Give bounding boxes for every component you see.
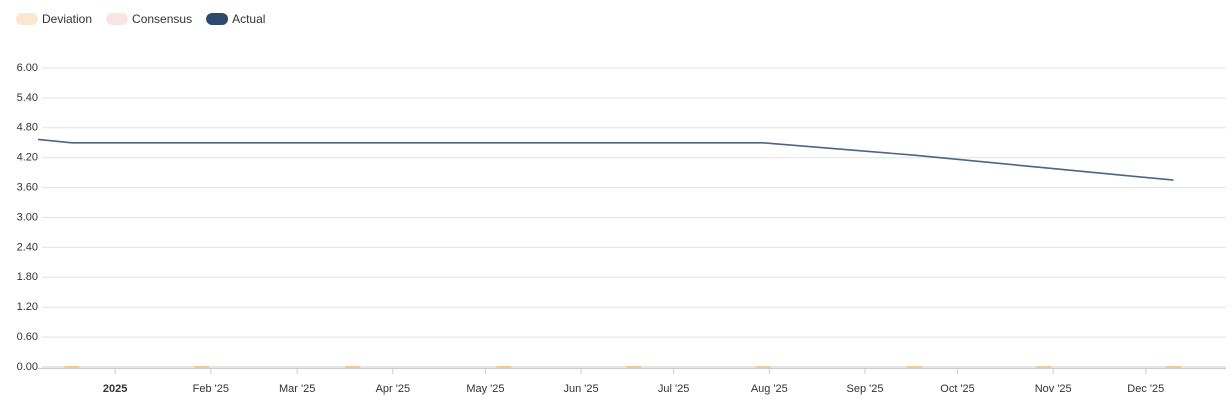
y-tick-label: 5.40 bbox=[17, 92, 38, 104]
legend: Deviation Consensus Actual bbox=[16, 12, 265, 26]
y-tick-label: 2.40 bbox=[17, 241, 38, 253]
y-tick-label: 1.80 bbox=[17, 271, 38, 283]
axes: 0.00 0.60 1.20 1.80 2.40 3.00 3.60 4.20 4.80 5.40… bbox=[17, 62, 1226, 395]
x-tick-label: Dec '25 bbox=[1127, 383, 1164, 395]
x-tick-label: Nov '25 bbox=[1035, 383, 1072, 395]
x-tick-label: Sep '25 bbox=[846, 383, 883, 395]
grid bbox=[42, 67, 1226, 368]
series-line bbox=[38, 138, 1174, 181]
deviation-bar bbox=[344, 366, 361, 368]
x-tick-label: May '25 bbox=[466, 383, 504, 395]
x-tick-label: 2025 bbox=[103, 383, 127, 395]
x-tick-label: Aug '25 bbox=[751, 383, 788, 395]
legend-swatch[interactable] bbox=[206, 13, 229, 25]
x-tick-label: Apr '25 bbox=[376, 383, 411, 395]
deviation-bar bbox=[193, 366, 210, 368]
x-tick-label: Feb '25 bbox=[193, 383, 229, 395]
deviation-bar bbox=[625, 366, 642, 368]
y-tick-label: 6.00 bbox=[17, 62, 38, 74]
y-tick-label: 4.80 bbox=[17, 122, 38, 134]
plot-area bbox=[38, 138, 1182, 368]
y-tick-label: 1.20 bbox=[17, 301, 38, 313]
y-tick-label: 0.00 bbox=[17, 361, 38, 373]
legend-swatch[interactable] bbox=[16, 13, 38, 25]
x-tick-label: Jul '25 bbox=[658, 383, 689, 395]
deviation-bar bbox=[63, 366, 80, 368]
legend-label[interactable]: Consensus bbox=[132, 12, 192, 26]
legend-label[interactable]: Deviation bbox=[42, 12, 92, 26]
y-tick-label: 0.60 bbox=[17, 331, 38, 343]
y-tick-label: 3.60 bbox=[17, 182, 38, 194]
legend-swatch[interactable] bbox=[106, 13, 129, 25]
y-tick-label: 4.20 bbox=[17, 152, 38, 164]
x-tick-label: Mar '25 bbox=[279, 383, 315, 395]
deviation-bar bbox=[495, 366, 512, 368]
x-tick-label: Jun '25 bbox=[564, 383, 599, 395]
deviation-bar bbox=[755, 366, 772, 368]
y-tick-label: 3.00 bbox=[17, 211, 38, 223]
deviation-bar bbox=[1165, 366, 1182, 368]
x-tick-label: Oct '25 bbox=[940, 383, 975, 395]
deviation-bar bbox=[906, 366, 923, 368]
legend-label[interactable]: Actual bbox=[232, 12, 265, 26]
deviation-bar bbox=[1035, 366, 1052, 368]
